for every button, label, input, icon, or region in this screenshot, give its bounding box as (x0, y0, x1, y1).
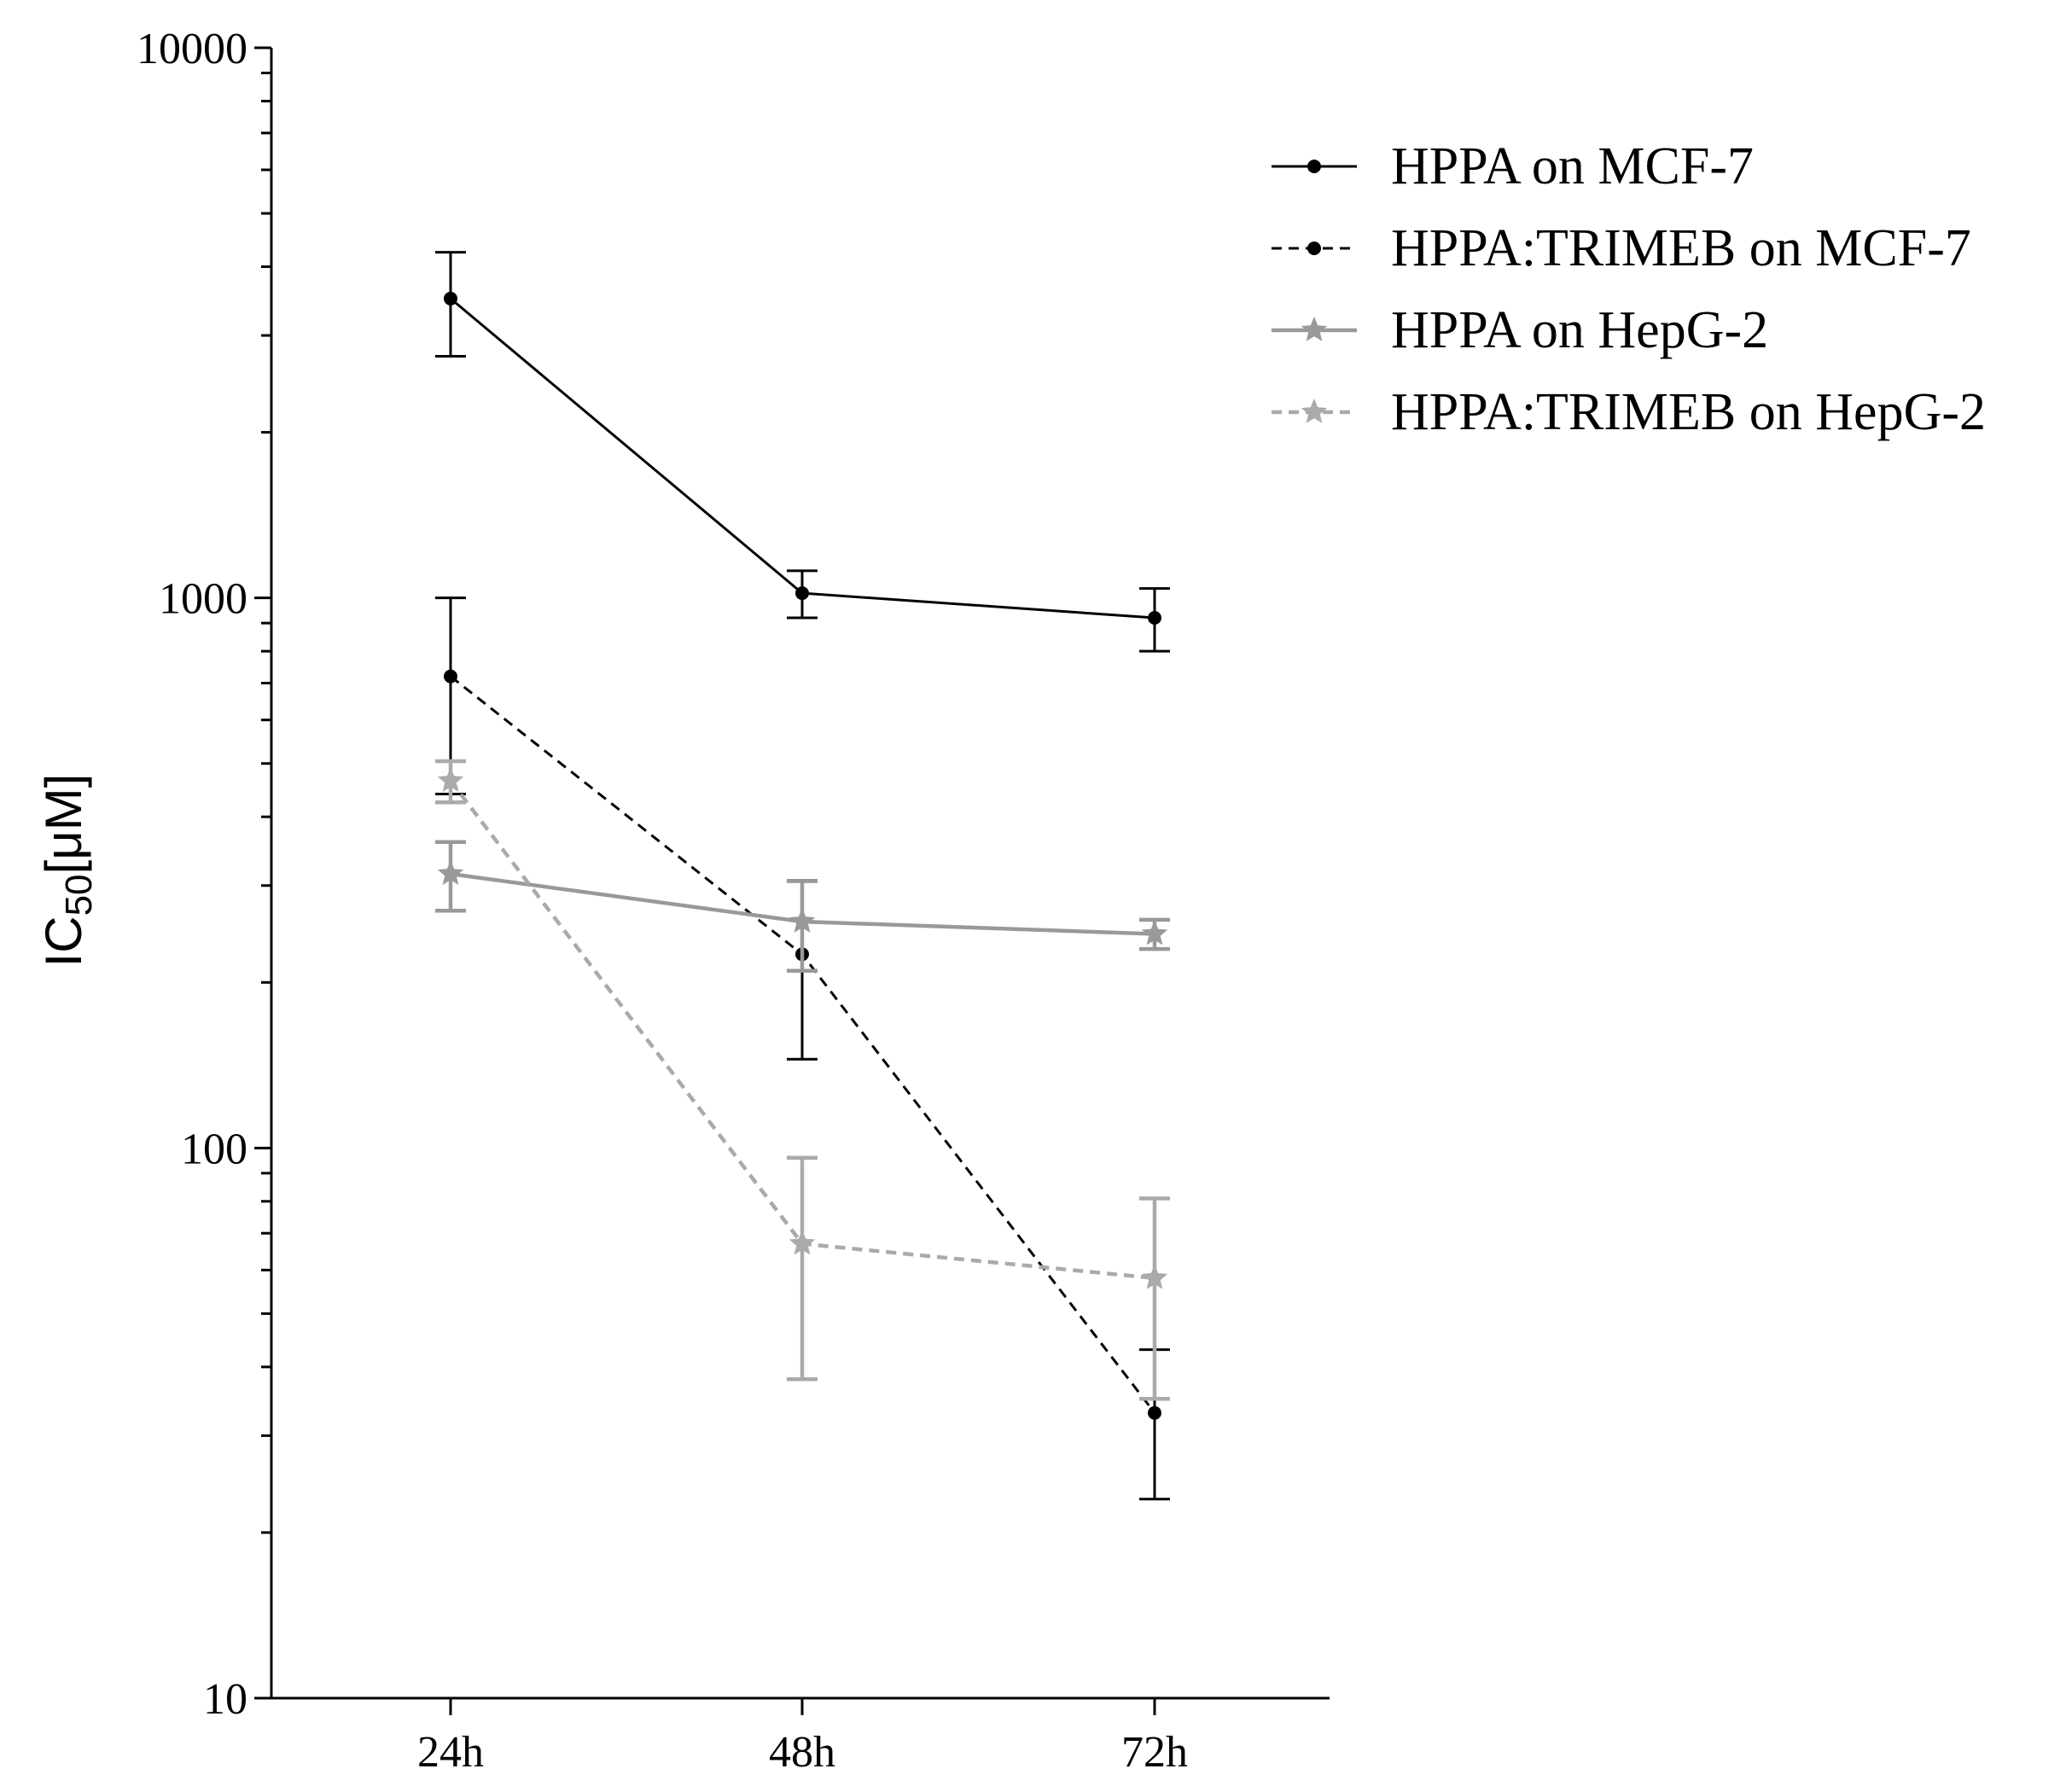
series-4 (435, 759, 1170, 1401)
legend: HPPA on MCF-7 HPPA:TRIMEB on MCF-7 HPPA on… (1272, 137, 1986, 441)
y-axis-label-unit: [μM] (35, 774, 92, 875)
legend-item-2: HPPA:TRIMEB on MCF-7 (1272, 219, 1971, 277)
x-tick-label: 72h (1121, 1728, 1188, 1777)
data-point (437, 767, 464, 792)
legend-label: HPPA on MCF-7 (1391, 137, 1754, 195)
y-axis-label-main: IC (35, 916, 92, 967)
data-point (1141, 920, 1168, 945)
legend-label: HPPA on HepG-2 (1391, 301, 1768, 359)
data-point (1148, 1405, 1161, 1420)
legend-marker (1307, 241, 1321, 255)
y-axis-label-sub: 50 (58, 874, 100, 916)
series-3 (435, 840, 1170, 973)
data-point (437, 860, 464, 885)
legend-label: HPPA:TRIMEB on HepG-2 (1391, 383, 1986, 441)
data-point (1148, 611, 1161, 625)
data-point (444, 291, 457, 305)
legend-marker (1301, 399, 1328, 423)
legend-marker (1307, 160, 1321, 173)
y-tick-label: 10000 (137, 25, 247, 73)
legend-item-3: HPPA on HepG-2 (1272, 301, 1768, 359)
y-axis-label: IC50[μM] (35, 774, 100, 968)
data-point (795, 586, 809, 601)
x-tick-label: 24h (417, 1728, 484, 1777)
series-layer (435, 251, 1170, 1501)
y-tick-label: 10 (203, 1675, 247, 1724)
legend-item-1: HPPA on MCF-7 (1272, 137, 1754, 195)
y-tick-label: 1000 (159, 575, 247, 624)
data-point (444, 669, 457, 684)
axes: 10 100 1000 10000 24h 48h 72h (137, 25, 1330, 1777)
legend-label: HPPA:TRIMEB on MCF-7 (1391, 219, 1971, 277)
data-point (1141, 1264, 1168, 1289)
x-tick-label: 48h (769, 1728, 835, 1777)
legend-marker (1301, 317, 1328, 341)
y-tick-label: 100 (181, 1125, 247, 1173)
series-1 (435, 251, 1170, 653)
legend-item-4: HPPA:TRIMEB on HepG-2 (1272, 383, 1986, 441)
data-point (789, 1230, 816, 1255)
data-point (789, 908, 816, 933)
